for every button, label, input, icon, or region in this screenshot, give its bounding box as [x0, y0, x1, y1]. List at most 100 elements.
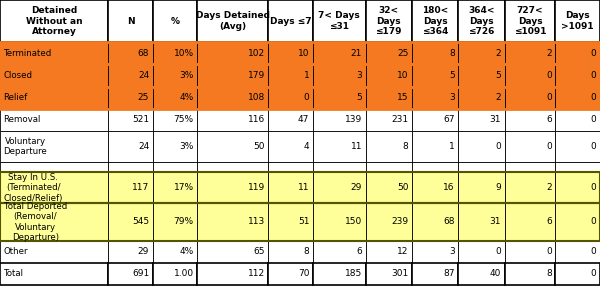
Text: 521: 521 — [132, 115, 149, 124]
Bar — [0, 64, 108, 87]
Text: 8: 8 — [546, 269, 552, 278]
Text: Relief: Relief — [4, 93, 28, 102]
Text: 185: 185 — [345, 269, 362, 278]
Text: 139: 139 — [345, 115, 362, 124]
Bar — [556, 131, 600, 162]
Bar — [0, 172, 108, 203]
Text: 0: 0 — [546, 142, 552, 151]
Bar — [458, 64, 505, 87]
Bar — [268, 162, 313, 172]
Text: 0: 0 — [590, 49, 596, 58]
Text: 0: 0 — [590, 142, 596, 151]
Text: 179: 179 — [248, 71, 265, 80]
Text: 51: 51 — [298, 217, 310, 226]
Bar — [412, 42, 458, 64]
Text: 691: 691 — [132, 269, 149, 278]
Bar — [108, 109, 153, 131]
Bar — [0, 241, 108, 263]
Bar — [313, 241, 365, 263]
Text: 2: 2 — [496, 49, 501, 58]
Bar — [153, 64, 197, 87]
Bar — [313, 87, 365, 109]
Bar — [412, 0, 458, 42]
Bar — [0, 87, 600, 109]
Bar — [153, 109, 197, 131]
Bar — [505, 87, 556, 109]
Text: 180<
Days
≤364: 180< Days ≤364 — [422, 6, 448, 36]
Text: 0: 0 — [590, 247, 596, 256]
Text: 16: 16 — [443, 183, 455, 192]
Text: 68: 68 — [443, 217, 455, 226]
Bar — [458, 0, 505, 42]
Text: 4: 4 — [304, 142, 310, 151]
Text: 0: 0 — [546, 247, 552, 256]
Bar — [505, 64, 556, 87]
Bar — [108, 64, 153, 87]
Bar — [108, 263, 153, 285]
Text: Other: Other — [4, 247, 28, 256]
Text: 17%: 17% — [173, 183, 194, 192]
Text: 0: 0 — [546, 71, 552, 80]
Text: 108: 108 — [248, 93, 265, 102]
Text: 40: 40 — [490, 269, 501, 278]
Bar — [505, 0, 556, 42]
Bar — [313, 162, 365, 172]
Text: 6: 6 — [546, 217, 552, 226]
Bar — [108, 203, 153, 241]
Text: 47: 47 — [298, 115, 310, 124]
Bar — [268, 42, 313, 64]
Bar — [313, 172, 365, 203]
Text: 1: 1 — [304, 71, 310, 80]
Text: 0: 0 — [304, 93, 310, 102]
Bar — [0, 42, 600, 64]
Bar — [365, 0, 412, 42]
Bar — [0, 42, 108, 64]
Bar — [412, 263, 458, 285]
Bar — [153, 172, 197, 203]
Text: 25: 25 — [138, 93, 149, 102]
Bar — [458, 109, 505, 131]
Text: 2: 2 — [546, 183, 552, 192]
Bar — [365, 172, 412, 203]
Bar — [153, 162, 197, 172]
Bar — [0, 87, 108, 109]
Bar — [412, 203, 458, 241]
Bar — [365, 64, 412, 87]
Bar — [313, 263, 365, 285]
Bar — [556, 87, 600, 109]
Bar — [108, 241, 153, 263]
Text: Detained
Without an
Attorney: Detained Without an Attorney — [26, 6, 82, 36]
Text: 50: 50 — [397, 183, 409, 192]
Text: 31: 31 — [490, 115, 501, 124]
Text: 3: 3 — [449, 247, 455, 256]
Text: 3%: 3% — [179, 142, 194, 151]
Bar — [458, 203, 505, 241]
Text: 0: 0 — [590, 183, 596, 192]
Text: 545: 545 — [132, 217, 149, 226]
Bar — [0, 263, 108, 285]
Bar — [0, 0, 108, 42]
Bar — [505, 263, 556, 285]
Bar — [556, 64, 600, 87]
Text: 6: 6 — [546, 115, 552, 124]
Text: 68: 68 — [137, 49, 149, 58]
Bar — [556, 0, 600, 42]
Bar — [0, 203, 108, 241]
Bar — [0, 64, 600, 87]
Text: 364<
Days
≤726: 364< Days ≤726 — [468, 6, 495, 36]
Bar — [412, 109, 458, 131]
Bar — [268, 241, 313, 263]
Text: N: N — [127, 17, 134, 26]
Bar — [0, 203, 600, 241]
Text: 113: 113 — [248, 217, 265, 226]
Bar — [556, 109, 600, 131]
Bar — [108, 0, 153, 42]
Text: 65: 65 — [253, 247, 265, 256]
Bar — [0, 109, 108, 131]
Bar — [505, 131, 556, 162]
Text: 29: 29 — [350, 183, 362, 192]
Bar — [412, 241, 458, 263]
Bar — [197, 0, 268, 42]
Bar — [197, 64, 268, 87]
Text: 9: 9 — [496, 183, 501, 192]
